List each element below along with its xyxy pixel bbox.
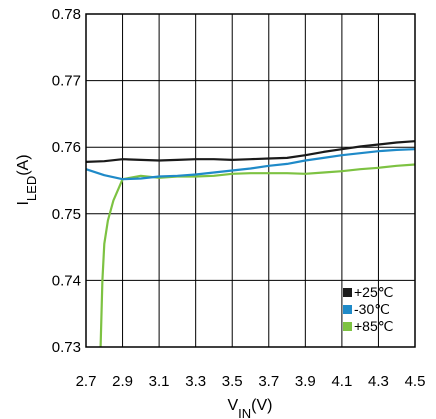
legend-label: +85℃ [354,318,393,334]
x-tick-label: 3.3 [185,373,206,390]
grid-lines [86,14,415,347]
series-line [85,140,416,163]
x-tick-label: 4.1 [331,373,352,390]
legend-label: -30℃ [354,301,390,317]
y-axis-label-main: I [15,201,32,205]
plot-lines [85,140,416,348]
x-tick-label: 3.7 [258,373,279,390]
series-line [99,163,416,348]
legend-swatch [343,288,352,297]
y-axis-label-sub: LED [24,176,39,201]
x-axis-label-main: V [228,397,239,414]
y-axis-label: ILED(A) [15,154,39,205]
x-tick-label: 2.9 [112,373,133,390]
y-tick-label: 0.74 [52,272,81,289]
x-axis-label-unit: (V) [251,397,272,414]
y-tick-label: 0.78 [52,6,81,23]
x-tick-label: 3.9 [295,373,316,390]
legend-swatch [343,322,352,331]
x-axis-label-sub: IN [238,406,251,419]
y-tick-label: 0.73 [52,339,81,356]
y-axis-label-unit: (A) [15,154,32,175]
x-tick-label: 3.1 [149,373,170,390]
legend: +25℃-30℃+85℃ [343,284,393,334]
x-tick-labels: 2.7 2.9 3.1 3.3 3.5 3.7 3.9 4.1 4.3 4.5 [76,373,426,390]
x-tick-label: 4.5 [405,373,426,390]
plot-frame [85,13,416,348]
x-axis-label: VIN(V) [228,397,273,419]
y-tick-label: 0.75 [52,206,81,223]
y-tick-label: 0.77 [52,73,81,90]
legend-label: +25℃ [354,284,393,300]
y-tick-labels: 0.73 0.74 0.75 0.76 0.77 0.78 [52,6,81,356]
series-line [85,148,416,181]
x-tick-label: 4.3 [368,373,389,390]
x-tick-label: 2.7 [76,373,97,390]
legend-swatch [343,305,352,314]
x-tick-label: 3.5 [222,373,243,390]
y-tick-label: 0.76 [52,139,81,156]
